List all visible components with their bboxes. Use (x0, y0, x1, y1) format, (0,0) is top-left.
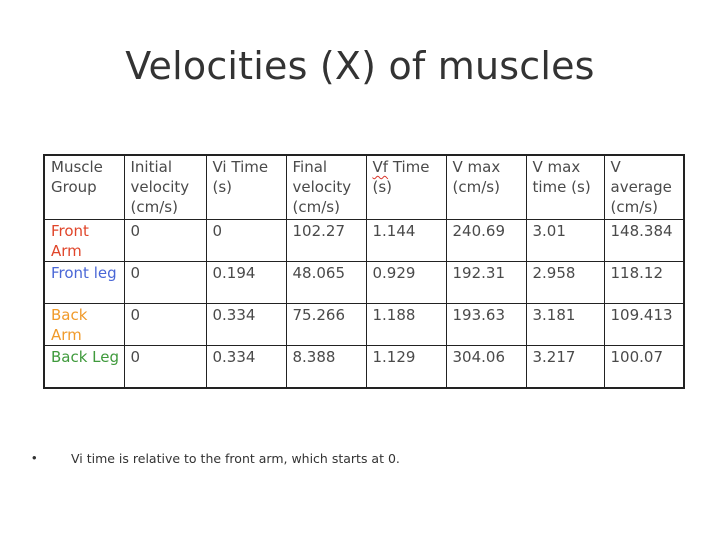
header-vf-time: Vf Time (s) (365, 154, 447, 220)
table-cell: 0 (123, 261, 207, 304)
header-v-average: V average (cm/s) (603, 154, 685, 220)
header-muscle-group: Muscle Group (43, 154, 125, 220)
table-cell: 102.27 (285, 219, 367, 262)
table-cell: 304.06 (445, 345, 527, 389)
header-vi-time: Vi Time (s) (205, 154, 287, 220)
table-cell: 1.129 (365, 345, 447, 389)
footnote-text: Vi time is relative to the front arm, wh… (71, 451, 400, 466)
muscle-group-cell: Front Arm (43, 219, 125, 262)
muscle-group-cell: Back Leg (43, 345, 125, 389)
table-row: Front Arm 0 0 102.27 1.144 240.69 3.01 1… (43, 219, 685, 262)
table-cell: 1.188 (365, 303, 447, 346)
table-cell: 3.217 (525, 345, 605, 389)
slide-title: Velocities (X) of muscles (125, 44, 595, 88)
header-vf-word: Vf (372, 158, 389, 176)
table-cell: 8.388 (285, 345, 367, 389)
table-cell: 192.31 (445, 261, 527, 304)
muscle-group-cell: Back Arm (43, 303, 125, 346)
table-cell: 48.065 (285, 261, 367, 304)
velocity-table: Muscle Group Initial velocity (cm/s) Vi … (43, 154, 685, 389)
table-cell: 100.07 (603, 345, 685, 389)
header-v-max: V max (cm/s) (445, 154, 527, 220)
table-cell: 193.63 (445, 303, 527, 346)
table-cell: 0 (205, 219, 287, 262)
table-cell: 0.334 (205, 345, 287, 389)
table-cell: 0 (123, 303, 207, 346)
table-cell: 2.958 (525, 261, 605, 304)
table-cell: 109.413 (603, 303, 685, 346)
table-cell: 3.01 (525, 219, 605, 262)
header-final-velocity: Final velocity (cm/s) (285, 154, 367, 220)
table-cell: 0 (123, 345, 207, 389)
muscle-group-cell: Front leg (43, 261, 125, 304)
table-cell: 3.181 (525, 303, 605, 346)
table-header-row: Muscle Group Initial velocity (cm/s) Vi … (43, 154, 685, 220)
header-v-max-time: V max time (s) (525, 154, 605, 220)
table-cell: 0.194 (205, 261, 287, 304)
table-row: Back Leg 0 0.334 8.388 1.129 304.06 3.21… (43, 345, 685, 389)
table-cell: 118.12 (603, 261, 685, 304)
header-initial-velocity: Initial velocity (cm/s) (123, 154, 207, 220)
table-cell: 240.69 (445, 219, 527, 262)
table-row: Front leg 0 0.194 48.065 0.929 192.31 2.… (43, 261, 685, 304)
table-cell: 0 (123, 219, 207, 262)
table-cell: 1.144 (365, 219, 447, 262)
table-cell: 75.266 (285, 303, 367, 346)
header-vf-rest: Time (s) (372, 158, 430, 196)
table-cell: 148.384 (603, 219, 685, 262)
table-cell: 0.929 (365, 261, 447, 304)
table-row: Back Arm 0 0.334 75.266 1.188 193.63 3.1… (43, 303, 685, 346)
bullet-icon: • (32, 450, 37, 465)
table-cell: 0.334 (205, 303, 287, 346)
